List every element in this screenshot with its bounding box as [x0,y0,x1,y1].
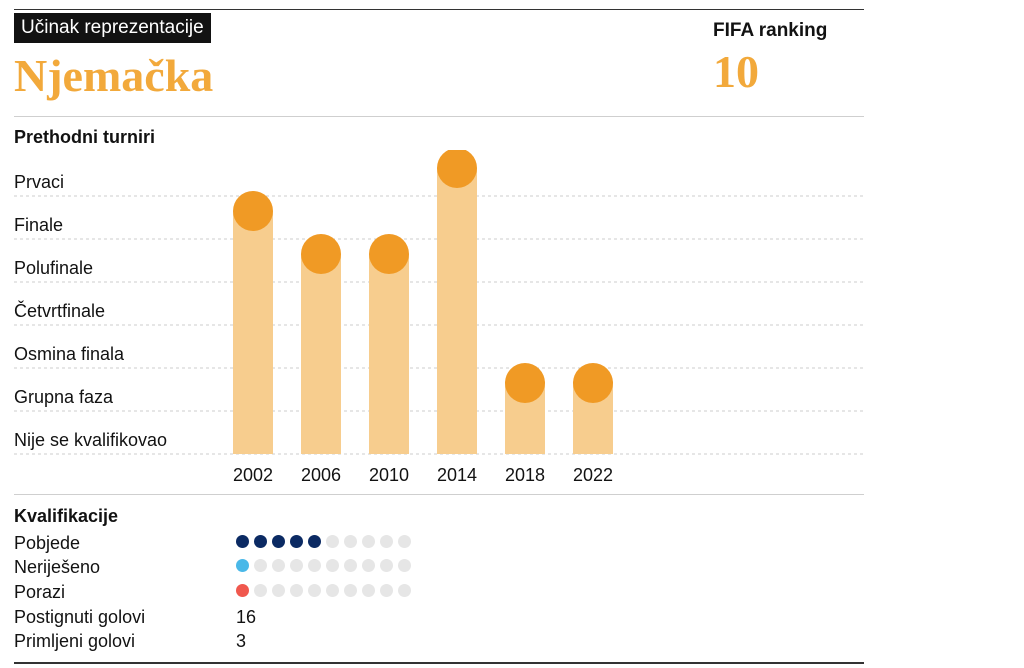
draws-dot-empty [290,559,303,572]
year-label: 2022 [573,465,613,485]
level-label: Finale [14,215,63,235]
draws-dot-empty [344,559,357,572]
losses-dot-empty [398,584,411,597]
draws-dot-filled [236,559,249,572]
losses-dot-empty [362,584,375,597]
draws-dot-empty [308,559,321,572]
year-label: 2014 [437,465,477,485]
fifa-ranking-label: FIFA ranking [713,20,828,41]
tournament-chart: Nije se kvalifikovao Grupna faza Osmina fi… [14,150,864,485]
bar-marker [369,234,409,274]
losses-dot-empty [308,584,321,597]
wins-dot-empty [326,535,339,548]
wins-label: Pobjede [14,533,81,553]
draws-dot-empty [326,559,339,572]
wins-dot-filled [290,535,303,548]
level-label: Grupna faza [14,387,114,407]
losses-dot-filled [236,584,249,597]
level-label: Nije se kvalifikovao [14,430,167,450]
wins-dot-empty [380,535,393,548]
wins-dot-empty [398,535,411,548]
year-label: 2018 [505,465,545,485]
fifa-ranking-value: 10 [713,46,759,97]
goals-against-value: 3 [236,631,247,651]
goals-for-value: 16 [236,607,257,627]
bar [437,168,477,454]
goals-for-label: Postignuti golovi [14,607,146,627]
bar-marker [505,363,545,403]
draws-dot-empty [272,559,285,572]
level-label: Osmina finala [14,344,125,364]
bar [301,254,341,454]
bar-marker [573,363,613,403]
bottom-rule [14,662,864,664]
losses-dot-empty [272,584,285,597]
wins-dot-filled [308,535,321,548]
wins-dot-filled [236,535,249,548]
losses-dot-empty [344,584,357,597]
team-name: Njemačka [14,50,214,101]
goals-against-label: Primljeni golovi [14,631,136,651]
top-rule [14,9,864,10]
draws-dot-empty [380,559,393,572]
bar-marker [301,234,341,274]
bar [369,254,409,454]
draws-label: Neriješeno [14,557,101,577]
bar-marker [437,150,477,188]
bar-marker [233,191,273,231]
year-label: 2002 [233,465,273,485]
level-label: Četvrtfinale [14,300,105,321]
team-card: Učinak reprezentacije Njemačka FIFA rank… [14,0,864,668]
wins-dot-empty [344,535,357,548]
qualification-title: Kvalifikacije [14,506,119,526]
losses-dot-empty [290,584,303,597]
wins-dot-filled [272,535,285,548]
kicker-label: Učinak reprezentacije [14,13,211,43]
wins-dot-empty [362,535,375,548]
draws-dot-empty [398,559,411,572]
losses-dot-empty [254,584,267,597]
header-divider [14,116,864,117]
level-label: Prvaci [14,172,64,192]
draws-dot-empty [254,559,267,572]
losses-dot-empty [380,584,393,597]
chart-divider [14,494,864,495]
year-label: 2006 [301,465,341,485]
losses-dot-empty [326,584,339,597]
tournaments-title: Prethodni turniri [14,127,155,147]
year-label: 2010 [369,465,409,485]
draws-dot-empty [362,559,375,572]
losses-label: Porazi [14,582,66,602]
level-label: Polufinale [14,258,93,278]
bar [233,211,273,454]
wins-dot-filled [254,535,267,548]
